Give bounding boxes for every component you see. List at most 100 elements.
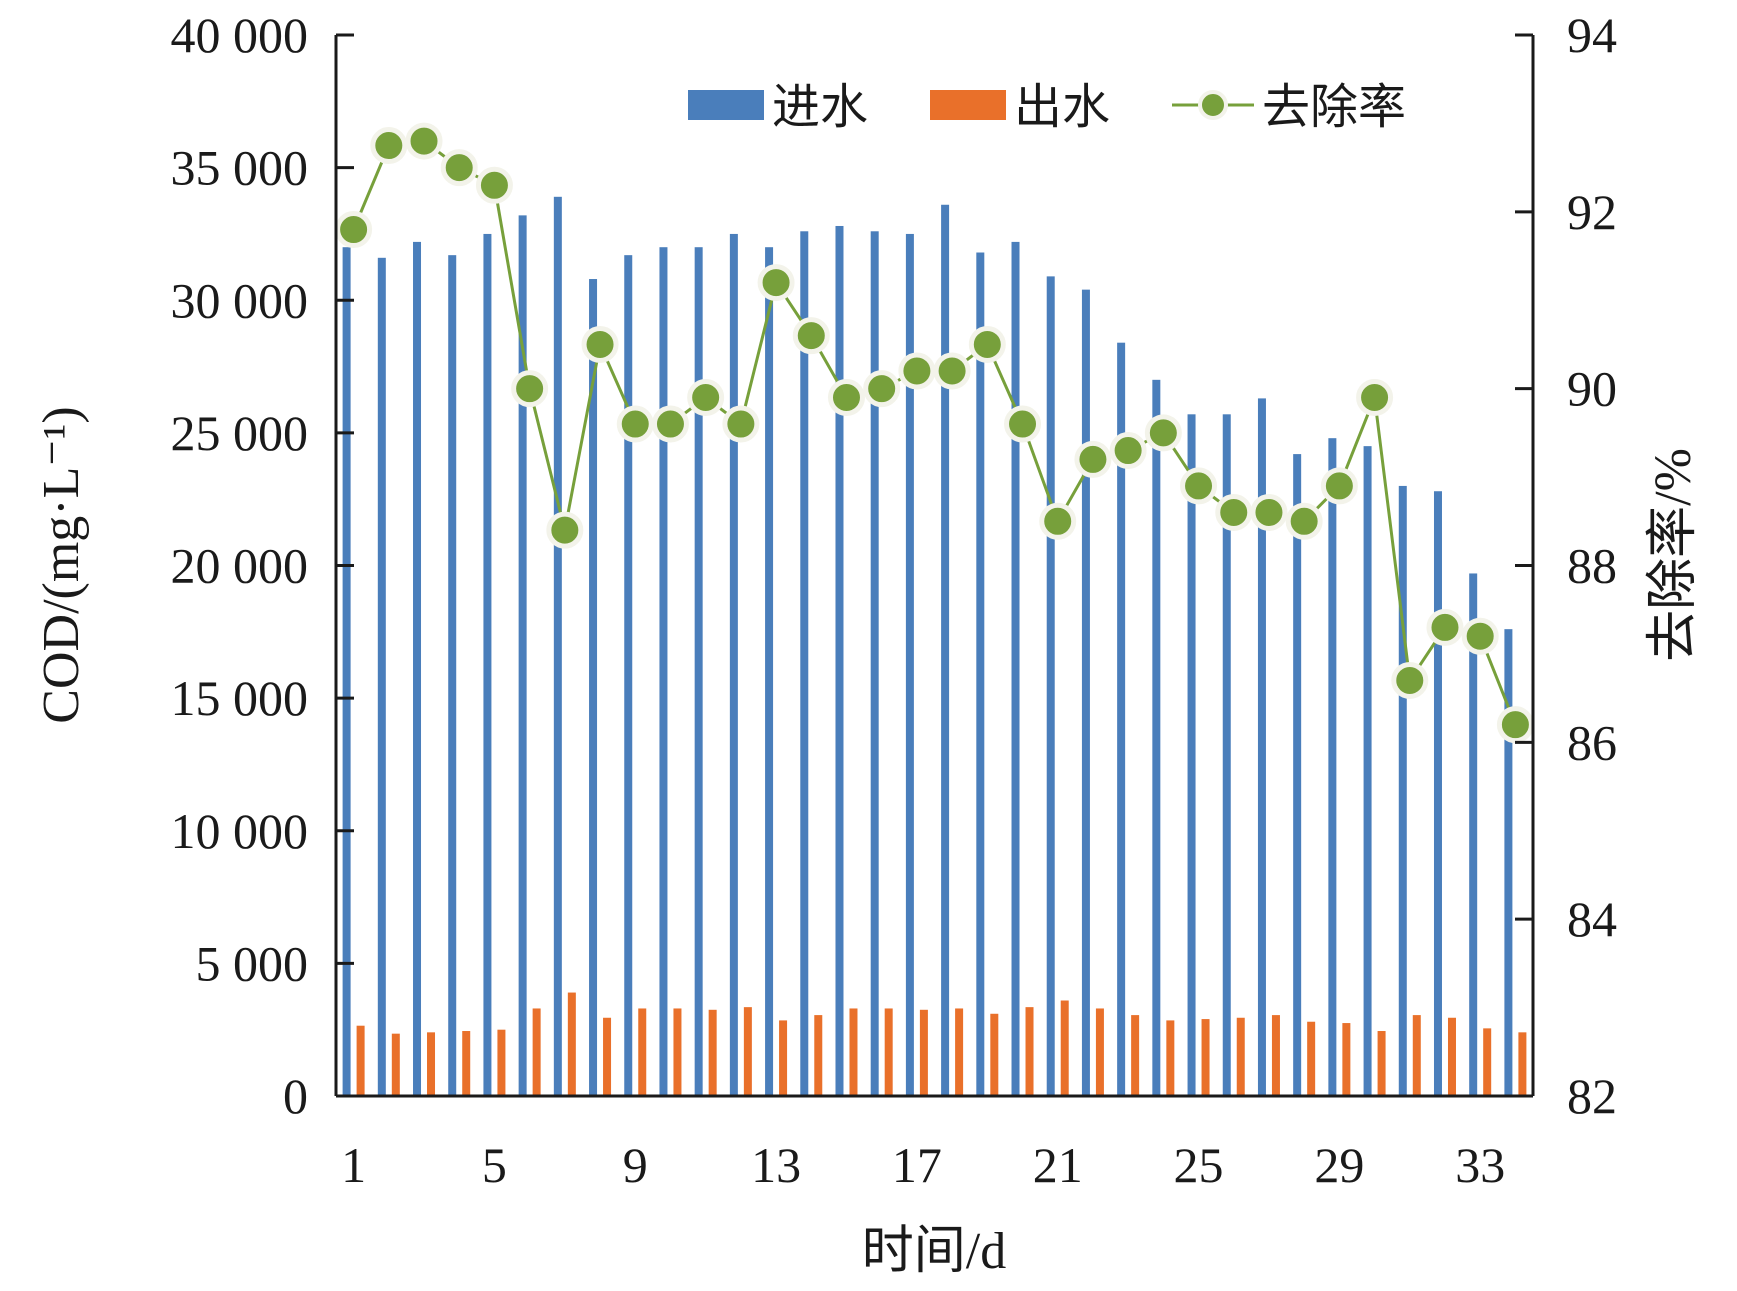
legend-rate-label: 去除率 bbox=[1262, 79, 1406, 135]
removal-rate-point bbox=[440, 149, 478, 187]
inflow-bar bbox=[905, 233, 914, 1096]
outflow-bar bbox=[779, 1020, 788, 1096]
left-y-tick-label: 20 000 bbox=[171, 538, 309, 594]
left-y-tick-label: 35 000 bbox=[171, 140, 309, 196]
removal-rate-point bbox=[651, 405, 689, 443]
outflow-bar bbox=[603, 1017, 612, 1096]
x-tick-label: 5 bbox=[482, 1137, 507, 1193]
removal-rate-point bbox=[898, 352, 936, 390]
removal-rate-point bbox=[616, 405, 654, 443]
removal-rate-point bbox=[1109, 432, 1147, 470]
outflow-bar bbox=[497, 1029, 506, 1096]
outflow-bar bbox=[849, 1008, 858, 1096]
inflow-bar bbox=[729, 233, 738, 1096]
ticks-layer: 0 5 000 10 000 15 000 20 000 25 000 30 000 35 0… bbox=[171, 7, 1618, 1193]
inflow-bar bbox=[694, 247, 703, 1096]
inflow-bar bbox=[1398, 485, 1407, 1096]
removal-rate-line-layer bbox=[335, 122, 1534, 744]
left-y-axis-title: COD/(mg·L⁻¹) bbox=[33, 406, 90, 723]
x-tick-label: 9 bbox=[623, 1137, 648, 1193]
outflow-bar bbox=[462, 1031, 471, 1096]
removal-rate-line bbox=[352, 139, 1517, 726]
removal-rate-point bbox=[581, 325, 619, 363]
inflow-bar bbox=[1117, 342, 1126, 1096]
inflow-bar bbox=[1081, 289, 1090, 1096]
right-y-tick-label: 82 bbox=[1567, 1068, 1617, 1124]
removal-rate-point bbox=[370, 127, 408, 165]
outflow-bar bbox=[1236, 1017, 1245, 1096]
outflow-bar bbox=[1483, 1028, 1492, 1096]
removal-rate-point bbox=[827, 379, 865, 417]
removal-rate-point bbox=[1461, 617, 1499, 655]
removal-rate-point bbox=[1496, 706, 1534, 744]
removal-rate-point bbox=[1356, 379, 1394, 417]
inflow-bar bbox=[976, 252, 985, 1096]
inflow-bar bbox=[1046, 276, 1055, 1096]
x-tick-label: 17 bbox=[892, 1137, 942, 1193]
left-y-tick-label: 25 000 bbox=[171, 405, 309, 461]
removal-rate-point bbox=[546, 511, 584, 549]
outflow-bar bbox=[1307, 1021, 1316, 1096]
inflow-bar bbox=[765, 247, 774, 1096]
x-tick-label: 29 bbox=[1314, 1137, 1364, 1193]
inflow-bar bbox=[1293, 454, 1302, 1097]
outflow-bar bbox=[567, 992, 576, 1096]
removal-rate-point bbox=[1215, 493, 1253, 531]
removal-rate-point bbox=[1039, 502, 1077, 540]
removal-rate-point bbox=[335, 211, 373, 249]
x-axis-title: 时间/d bbox=[862, 1223, 1006, 1280]
inflow-bar bbox=[835, 225, 844, 1097]
outflow-bar bbox=[884, 1008, 893, 1096]
removal-rate-point bbox=[1426, 608, 1464, 646]
left-y-tick-label: 5 000 bbox=[196, 935, 309, 991]
outflow-bar bbox=[1447, 1017, 1456, 1096]
removal-rate-point bbox=[511, 370, 549, 408]
legend-inflow-label: 进水 bbox=[772, 79, 868, 135]
removal-rate-point bbox=[757, 264, 795, 302]
outflow-bar bbox=[673, 1008, 682, 1096]
right-y-axis-title: 去除率/% bbox=[1645, 448, 1702, 662]
outflow-bar bbox=[1095, 1008, 1104, 1096]
legend-rate-marker bbox=[1198, 90, 1228, 120]
inflow-bar bbox=[1152, 379, 1161, 1096]
right-y-tick-label: 88 bbox=[1567, 538, 1617, 594]
outflow-bar bbox=[1060, 1000, 1069, 1096]
inflow-bar bbox=[413, 241, 422, 1096]
removal-rate-point bbox=[1004, 405, 1042, 443]
outflow-bar bbox=[743, 1007, 752, 1096]
legend-outflow-swatch bbox=[930, 90, 1006, 120]
inflow-bar bbox=[1187, 414, 1196, 1096]
removal-rate-point bbox=[1180, 467, 1218, 505]
axes-layer bbox=[334, 35, 1535, 1098]
outflow-bar bbox=[1166, 1020, 1175, 1096]
right-y-tick-label: 90 bbox=[1567, 361, 1617, 417]
removal-rate-point bbox=[792, 317, 830, 355]
bars-layer bbox=[342, 196, 1527, 1097]
inflow-bar bbox=[800, 231, 809, 1096]
removal-rate-point bbox=[863, 370, 901, 408]
outflow-bar bbox=[1412, 1015, 1421, 1096]
removal-rate-point bbox=[933, 352, 971, 390]
removal-rate-point bbox=[475, 166, 513, 204]
removal-rate-point bbox=[722, 405, 760, 443]
inflow-bar bbox=[483, 233, 492, 1096]
legend-outflow-label: 出水 bbox=[1014, 79, 1110, 135]
inflow-bar bbox=[1433, 491, 1442, 1097]
outflow-bar bbox=[532, 1008, 541, 1096]
right-y-tick-label: 92 bbox=[1567, 184, 1617, 240]
inflow-bar bbox=[342, 247, 351, 1096]
outflow-bar bbox=[814, 1015, 823, 1096]
inflow-bar bbox=[448, 255, 457, 1097]
removal-rate-point bbox=[968, 325, 1006, 363]
right-y-tick-label: 84 bbox=[1567, 891, 1617, 947]
inflow-bar bbox=[377, 257, 386, 1096]
outflow-bar bbox=[356, 1025, 365, 1096]
right-y-tick-label: 94 bbox=[1567, 7, 1617, 63]
x-tick-label: 13 bbox=[751, 1137, 801, 1193]
outflow-bar bbox=[1201, 1019, 1210, 1096]
removal-rate-point bbox=[1391, 661, 1429, 699]
inflow-bar bbox=[553, 196, 562, 1097]
legend-inflow-swatch bbox=[688, 90, 764, 120]
inflow-bar bbox=[1469, 573, 1478, 1096]
